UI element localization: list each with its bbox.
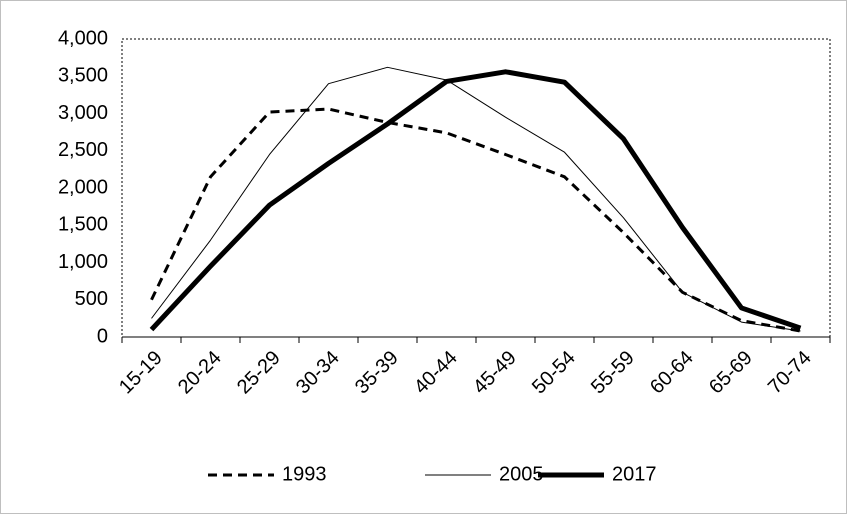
y-tick-label: 500 [75, 288, 108, 310]
y-tick-label: 4,000 [58, 27, 108, 49]
y-tick-label: 2,000 [58, 176, 108, 198]
y-tick-label: 1,000 [58, 251, 108, 273]
line-series [149, 69, 802, 332]
y-tick-label: 0 [97, 325, 108, 347]
y-tick-label: 2,500 [58, 139, 108, 161]
y-tick-label: 1,500 [58, 214, 108, 236]
legend-label: 1993 [282, 463, 327, 485]
y-tick-label: 3,500 [58, 65, 108, 87]
legend-label: 2005 [499, 463, 544, 485]
y-tick-label: 3,000 [58, 102, 108, 124]
line-series [151, 66, 801, 332]
legend-label: 2017 [612, 463, 657, 485]
